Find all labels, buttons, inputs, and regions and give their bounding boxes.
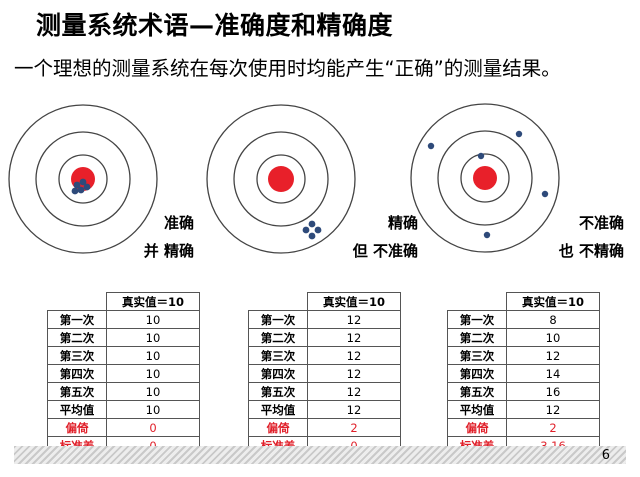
target-accurate-precise: [8, 104, 158, 254]
row-label: 第一次: [248, 310, 308, 329]
row-value: 12: [307, 364, 401, 383]
row-value: 10: [106, 382, 200, 401]
shot-mark: [308, 220, 316, 228]
footer-shelf: [14, 446, 626, 464]
caption-line: 但 不准确: [352, 242, 418, 260]
target-not-accurate-not-precise: [410, 103, 560, 253]
target-ring-inner: [460, 153, 510, 203]
target-ring-middle: [35, 131, 131, 227]
table-header: 真实值＝10: [307, 292, 401, 311]
shot-mark: [427, 142, 435, 150]
caption-line: 准确: [163, 214, 194, 232]
caption-line: 不准确: [578, 214, 624, 232]
results-table-accurate-precise: 真实值＝10 第一次 10 第二次 10 第三次 10 第四次 10 第五次 10 平均值…: [47, 292, 200, 455]
shot-mark: [302, 226, 310, 234]
row-value: 10: [106, 328, 200, 347]
row-value: 16: [506, 382, 600, 401]
table-header: 真实值＝10: [506, 292, 600, 311]
row-value: 12: [506, 346, 600, 365]
row-value: 12: [307, 328, 401, 347]
caption-line: 并 精确: [143, 242, 194, 260]
shot-mark: [314, 226, 322, 234]
row-label: 第三次: [248, 346, 308, 365]
bullseye: [473, 166, 497, 190]
row-value: 10: [106, 364, 200, 383]
row-label: 第四次: [248, 364, 308, 383]
row-label: 偏倚: [447, 418, 507, 437]
row-value: 10: [106, 400, 200, 419]
row-label: 第一次: [47, 310, 107, 329]
row-label: 第四次: [47, 364, 107, 383]
shot-mark: [73, 181, 81, 189]
row-label: 第三次: [447, 346, 507, 365]
shot-mark: [477, 152, 485, 160]
caption-accurate-precise: 准确 并 精确: [144, 214, 194, 260]
row-label: 平均值: [47, 400, 107, 419]
shot-mark: [308, 232, 316, 240]
table-header: 真实值＝10: [106, 292, 200, 311]
row-label: 第二次: [248, 328, 308, 347]
shot-mark: [515, 130, 523, 138]
shot-cluster: [427, 130, 549, 239]
row-label: 第五次: [447, 382, 507, 401]
shot-mark: [71, 187, 79, 195]
caption-line: 也 不精确: [558, 242, 624, 260]
row-value: 12: [307, 346, 401, 365]
results-table-not-accurate-not-precise: 真实值＝10 第一次 8 第二次 10 第三次 12 第四次 14 第五次 16 平均值 1…: [447, 292, 600, 455]
row-value: 0: [106, 418, 200, 437]
row-label: 第四次: [447, 364, 507, 383]
shot-cluster: [71, 178, 91, 195]
row-label: 第二次: [47, 328, 107, 347]
row-value: 10: [106, 310, 200, 329]
target-ring-outer: [206, 104, 356, 254]
target-ring-outer: [8, 104, 158, 254]
row-label: 第五次: [47, 382, 107, 401]
row-value: 2: [506, 418, 600, 437]
shot-mark: [483, 231, 491, 239]
target-ring-inner: [256, 154, 306, 204]
row-label: 第三次: [47, 346, 107, 365]
row-value: 12: [307, 400, 401, 419]
shot-mark: [77, 186, 85, 194]
target-ring-middle: [437, 130, 533, 226]
caption-not-accurate-not-precise: 不准确 也 不精确: [559, 214, 624, 260]
shot-mark: [83, 183, 91, 191]
shot-mark: [541, 190, 549, 198]
row-value: 14: [506, 364, 600, 383]
shot-cluster: [302, 220, 322, 240]
row-label: 第一次: [447, 310, 507, 329]
target-ring-outer: [410, 103, 560, 253]
slide-title: 测量系统术语—准确度和精确度: [36, 11, 394, 40]
caption-line: 精确: [387, 214, 418, 232]
row-label: 偏倚: [47, 418, 107, 437]
caption-precise-not-accurate: 精确 但 不准确: [353, 214, 418, 260]
row-value: 10: [506, 328, 600, 347]
target-diagrams: [8, 103, 560, 254]
row-value: 8: [506, 310, 600, 329]
row-value: 12: [307, 310, 401, 329]
row-value: 12: [307, 382, 401, 401]
row-label: 平均值: [248, 400, 308, 419]
row-value: 10: [106, 346, 200, 365]
results-table-precise-not-accurate: 真实值＝10 第一次 12 第二次 12 第三次 12 第四次 12 第五次 12 平均值…: [248, 292, 401, 455]
shot-mark: [79, 178, 87, 186]
slide-subtitle: 一个理想的测量系统在每次使用时均能产生“正确”的测量结果。: [14, 57, 561, 80]
target-ring-inner: [58, 154, 108, 204]
bullseye: [268, 166, 294, 192]
row-label: 平均值: [447, 400, 507, 419]
row-label: 偏倚: [248, 418, 308, 437]
row-label: 第二次: [447, 328, 507, 347]
target-precise-not-accurate: [206, 104, 356, 254]
page-number: 6: [601, 448, 610, 463]
row-label: 第五次: [248, 382, 308, 401]
target-ring-middle: [233, 131, 329, 227]
row-value: 2: [307, 418, 401, 437]
row-value: 12: [506, 400, 600, 419]
